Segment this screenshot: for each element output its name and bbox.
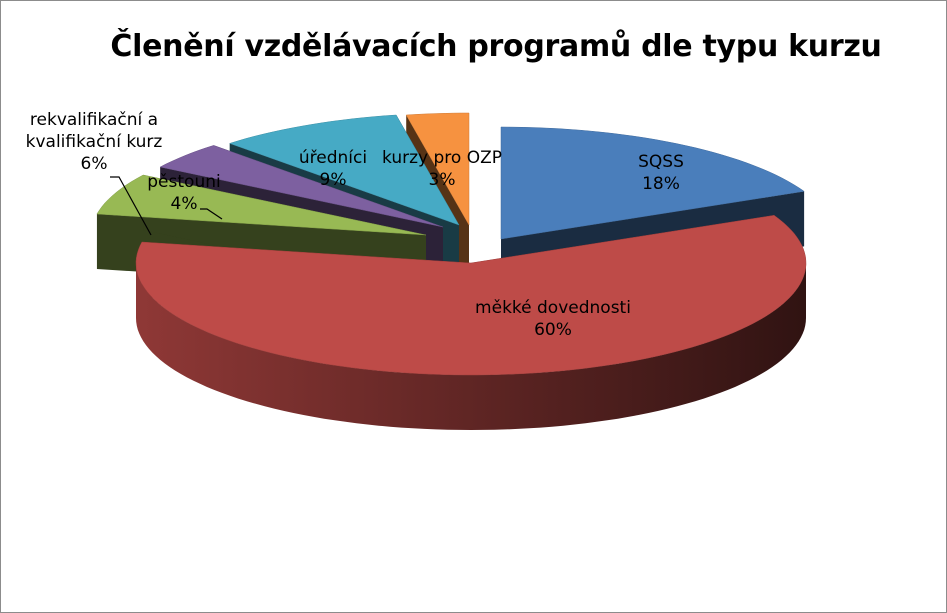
slice-label-2: rekvalifikační a kvalifikační kurz 6% (26, 110, 163, 174)
slice-label-4: úředníci 9% (299, 148, 367, 190)
slice-label-5: kurzy pro OZP 3% (382, 148, 502, 190)
slice-label-1: měkké dovednosti 60% (475, 298, 631, 340)
slice-label-0: SQSS 18% (638, 152, 684, 194)
slice-label-3: pěstouni 4% (147, 172, 220, 214)
leader-line-pestouni (200, 208, 223, 220)
chart-title: Členění vzdělávacích programů dle typu k… (110, 29, 882, 64)
pie-slice-1 (135, 215, 807, 430)
leader-line-rekvalifikacni (110, 176, 152, 236)
